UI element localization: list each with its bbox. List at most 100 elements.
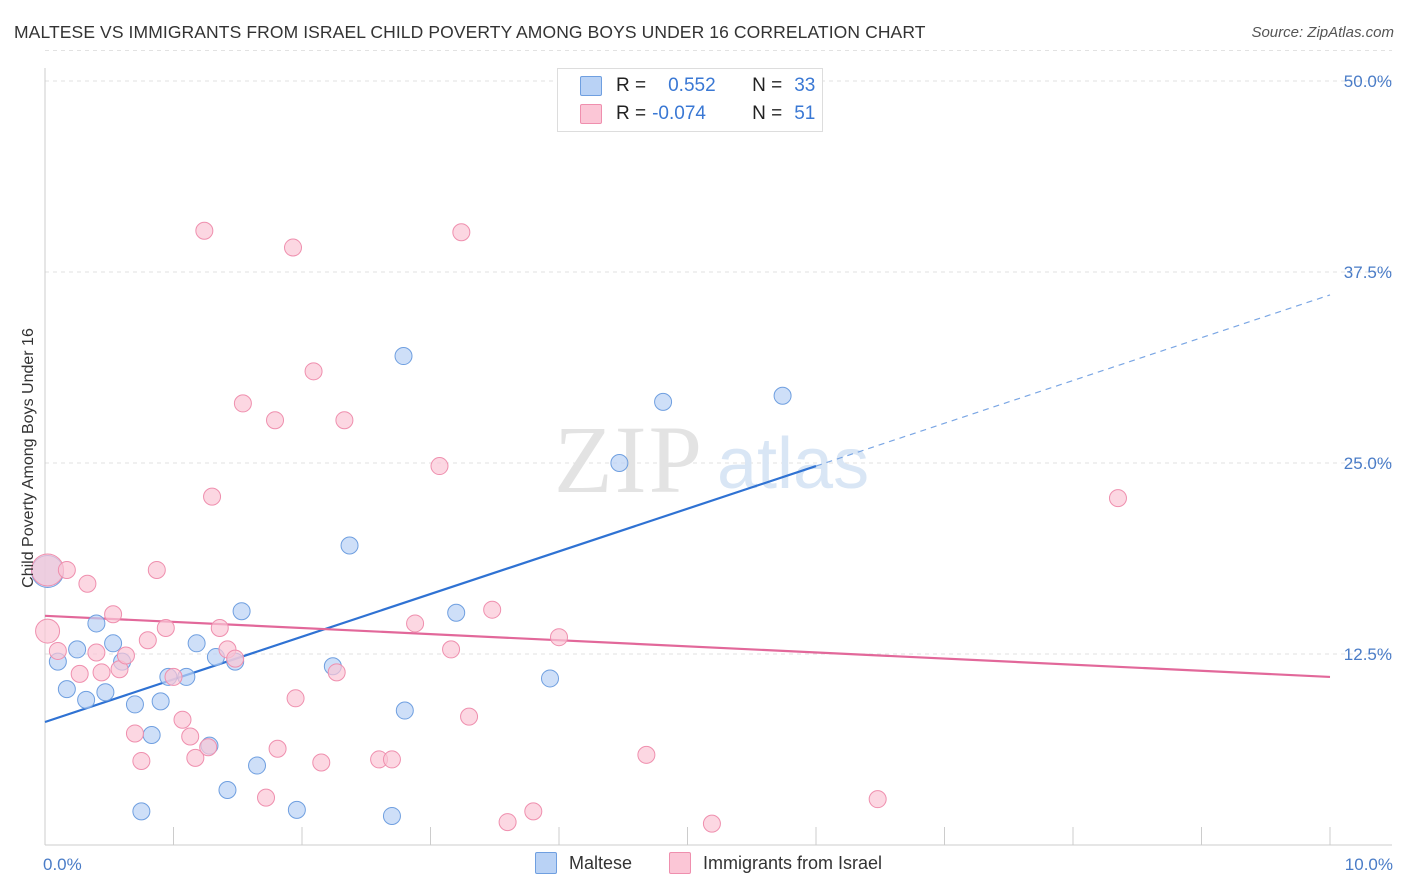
watermark-zip: ZIP bbox=[554, 406, 704, 513]
point-israel bbox=[1108, 489, 1127, 508]
point-maltese bbox=[104, 634, 123, 653]
point-maltese bbox=[77, 690, 96, 709]
series-legend: Maltese Immigrants from Israel bbox=[0, 852, 1406, 876]
stats-legend: R = 0.552 N = 33 R = -0.074 N = 51 bbox=[557, 68, 823, 132]
point-israel bbox=[430, 457, 449, 476]
point-israel bbox=[138, 631, 157, 650]
legend-n-value: 33 bbox=[794, 75, 816, 96]
point-israel bbox=[382, 750, 401, 769]
point-israel bbox=[524, 802, 543, 821]
point-maltese bbox=[248, 756, 267, 775]
point-israel bbox=[173, 710, 192, 729]
legend-swatch-israel bbox=[580, 104, 602, 124]
point-israel bbox=[35, 618, 61, 644]
legend-item-maltese[interactable]: Maltese bbox=[535, 852, 632, 874]
point-israel bbox=[702, 814, 721, 833]
point-israel bbox=[327, 663, 346, 682]
point-israel bbox=[181, 727, 200, 746]
point-israel bbox=[226, 649, 245, 668]
point-maltese bbox=[142, 725, 161, 744]
legend-swatch-maltese bbox=[535, 852, 557, 874]
legend-row-maltese: R = 0.552 N = 33 bbox=[580, 74, 815, 98]
point-maltese bbox=[125, 695, 144, 714]
point-maltese bbox=[773, 386, 792, 405]
point-maltese bbox=[187, 634, 206, 653]
point-maltese bbox=[395, 701, 414, 720]
chart-title: MALTESE VS IMMIGRANTS FROM ISRAEL CHILD … bbox=[14, 22, 926, 42]
x-tick-label: 10.0% bbox=[1345, 855, 1393, 874]
point-israel bbox=[452, 223, 471, 242]
source-label: Source: ZipAtlas.com bbox=[1251, 24, 1394, 41]
y-tick-label: 37.5% bbox=[1344, 263, 1392, 282]
legend-r-label: R = bbox=[616, 75, 647, 96]
legend-swatch-maltese bbox=[580, 76, 602, 96]
point-israel bbox=[257, 788, 276, 807]
point-israel bbox=[335, 411, 354, 430]
point-israel bbox=[210, 619, 229, 638]
trend-line-maltese bbox=[44, 465, 817, 724]
point-israel bbox=[57, 560, 76, 579]
point-maltese bbox=[610, 454, 629, 472]
point-israel bbox=[203, 487, 222, 506]
point-maltese bbox=[541, 669, 560, 688]
point-maltese bbox=[232, 602, 251, 621]
point-israel bbox=[498, 813, 517, 832]
point-israel bbox=[156, 619, 175, 638]
point-israel bbox=[186, 748, 205, 767]
trend-line-maltese-projection bbox=[815, 294, 1331, 467]
point-maltese bbox=[57, 680, 76, 699]
point-maltese bbox=[287, 800, 306, 819]
point-israel bbox=[460, 707, 479, 726]
legend-label-maltese: Maltese bbox=[569, 852, 633, 873]
legend-row-israel: R = -0.074 N = 51 bbox=[580, 102, 815, 126]
point-israel bbox=[268, 739, 287, 758]
point-maltese bbox=[68, 640, 87, 659]
legend-n-value: 51 bbox=[794, 103, 816, 124]
point-israel bbox=[164, 667, 183, 686]
data-points bbox=[31, 221, 1127, 833]
legend-n-label: N = bbox=[752, 75, 783, 96]
point-israel bbox=[312, 753, 331, 772]
watermark: ZIP atlas bbox=[554, 406, 869, 513]
point-maltese bbox=[654, 392, 673, 411]
point-israel bbox=[406, 614, 425, 633]
point-israel bbox=[70, 664, 89, 683]
point-israel bbox=[233, 394, 252, 413]
legend-r-value: -0.074 bbox=[652, 103, 706, 124]
legend-r-value: 0.552 bbox=[668, 75, 716, 96]
point-israel bbox=[284, 238, 303, 257]
legend-label-israel: Immigrants from Israel bbox=[703, 852, 883, 873]
x-tick-label: 0.0% bbox=[43, 855, 82, 874]
point-israel bbox=[199, 738, 218, 757]
legend-item-israel[interactable]: Immigrants from Israel bbox=[669, 852, 882, 874]
point-israel bbox=[116, 646, 135, 665]
y-axis-title: Child Poverty Among Boys Under 16 bbox=[20, 328, 37, 588]
point-maltese bbox=[218, 780, 237, 799]
legend-r-label: R = bbox=[616, 103, 647, 124]
point-israel bbox=[125, 724, 144, 743]
point-israel bbox=[132, 751, 151, 770]
point-maltese bbox=[382, 806, 401, 825]
point-israel bbox=[868, 790, 887, 809]
legend-n-label: N = bbox=[752, 103, 783, 124]
point-maltese bbox=[394, 347, 413, 366]
axes bbox=[44, 68, 1392, 846]
point-maltese bbox=[447, 603, 466, 622]
point-maltese bbox=[87, 614, 106, 633]
point-israel bbox=[104, 605, 123, 624]
point-israel bbox=[286, 689, 305, 708]
point-israel bbox=[266, 411, 285, 430]
point-israel bbox=[442, 640, 461, 659]
point-israel bbox=[195, 221, 214, 240]
trend-line-israel bbox=[44, 614, 1331, 679]
tick-labels: 12.5% 25.0% 37.5% 50.0% 0.0% 10.0% bbox=[43, 72, 1393, 874]
point-israel bbox=[78, 574, 97, 593]
point-maltese bbox=[132, 802, 151, 821]
point-israel bbox=[637, 745, 656, 764]
point-israel bbox=[87, 643, 106, 662]
point-maltese bbox=[340, 536, 359, 555]
y-tick-label: 12.5% bbox=[1344, 645, 1392, 664]
point-maltese bbox=[151, 692, 170, 711]
legend-swatch-israel bbox=[669, 852, 691, 874]
